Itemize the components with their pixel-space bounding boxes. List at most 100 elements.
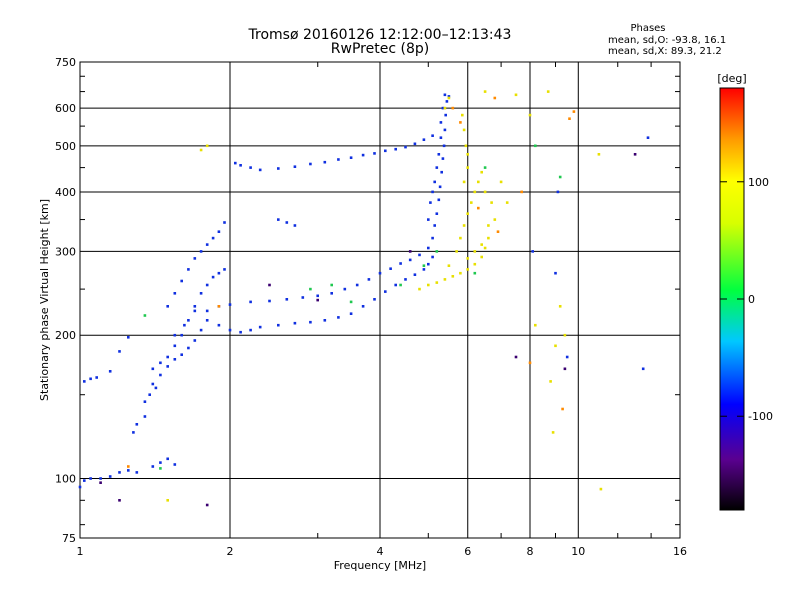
data-point <box>551 431 555 434</box>
data-point <box>462 180 466 184</box>
data-point <box>466 257 469 260</box>
data-point <box>228 328 232 332</box>
data-point <box>180 353 183 356</box>
data-point <box>599 487 603 491</box>
data-point <box>443 93 447 97</box>
data-point <box>187 346 190 350</box>
colorbar-tick-label: -100 <box>748 410 773 423</box>
data-point <box>337 158 340 161</box>
x-axis-ticks: 1 2 4 6 8 10 16 <box>77 62 687 558</box>
data-point <box>394 147 397 151</box>
data-point <box>173 358 177 361</box>
data-point <box>561 407 564 411</box>
data-point <box>217 230 221 233</box>
data-point <box>455 250 458 253</box>
data-point <box>349 312 353 315</box>
data-point <box>151 367 155 371</box>
data-point <box>514 93 518 97</box>
data-point <box>394 283 397 287</box>
data-point <box>442 144 446 148</box>
data-point <box>384 290 387 293</box>
data-point <box>451 275 455 278</box>
x-axis-label: Frequency [MHz] <box>334 559 426 572</box>
data-point <box>159 467 162 470</box>
data-point <box>473 271 477 275</box>
data-point <box>490 201 493 204</box>
data-point <box>309 287 312 291</box>
data-point <box>568 117 571 120</box>
data-point <box>373 298 376 301</box>
data-point <box>480 255 483 259</box>
data-point <box>211 275 215 279</box>
data-point <box>99 481 102 484</box>
data-point <box>435 212 439 215</box>
x-tick-label: 1 <box>77 545 84 558</box>
data-point <box>108 370 112 373</box>
data-point <box>399 283 402 287</box>
data-point <box>433 180 436 184</box>
data-point <box>473 262 477 266</box>
data-point <box>349 300 353 304</box>
data-point <box>378 271 382 275</box>
data-point <box>293 321 297 325</box>
data-point <box>431 134 434 137</box>
data-point <box>470 201 473 204</box>
data-point <box>217 323 221 327</box>
data-point <box>546 90 550 93</box>
data-point <box>148 393 151 396</box>
data-point <box>301 296 305 299</box>
data-point <box>473 190 477 194</box>
data-point <box>556 190 560 194</box>
data-point <box>597 153 601 156</box>
data-point <box>408 250 412 253</box>
data-point <box>633 153 637 156</box>
data-point <box>309 320 312 324</box>
data-point <box>404 278 407 281</box>
data-point <box>447 96 451 100</box>
data-point <box>440 170 443 174</box>
data-point <box>462 128 466 132</box>
data-point <box>166 457 169 461</box>
y-tick-label: 750 <box>55 56 76 69</box>
data-point <box>483 246 487 250</box>
data-point <box>99 477 102 480</box>
data-point <box>493 218 497 221</box>
data-point <box>199 250 203 253</box>
data-point <box>193 305 197 308</box>
y-tick-label: 100 <box>55 473 76 486</box>
data-point <box>462 224 466 227</box>
data-point <box>249 328 252 332</box>
data-point <box>431 255 434 259</box>
y-axis-label: Stationary phase Virtual Height [km] <box>38 199 51 401</box>
data-point <box>268 299 271 303</box>
data-point <box>205 503 209 507</box>
x-tick-label: 8 <box>527 545 534 558</box>
data-point <box>413 273 417 276</box>
data-point <box>343 287 347 291</box>
data-point <box>531 250 534 253</box>
data-point <box>166 365 169 368</box>
data-points <box>78 90 650 507</box>
data-point <box>361 305 365 308</box>
data-point <box>439 136 443 139</box>
colorbar-label: [deg] <box>717 72 746 85</box>
data-point <box>389 267 392 270</box>
data-point <box>143 415 147 418</box>
x-tick-label: 2 <box>227 545 234 558</box>
data-point <box>505 201 509 204</box>
data-point <box>399 262 402 265</box>
data-point <box>418 253 421 257</box>
data-point <box>422 138 426 141</box>
y-axis-ticks: 75 100 200 300 400 500 600 750 <box>55 56 680 545</box>
data-point <box>211 236 215 240</box>
data-point <box>127 469 130 472</box>
data-point <box>477 206 480 210</box>
data-point <box>277 218 280 221</box>
data-point <box>166 355 169 359</box>
data-point <box>373 152 376 155</box>
data-point <box>554 271 557 275</box>
data-point <box>132 431 135 434</box>
data-point <box>429 201 432 204</box>
data-point <box>534 144 537 148</box>
